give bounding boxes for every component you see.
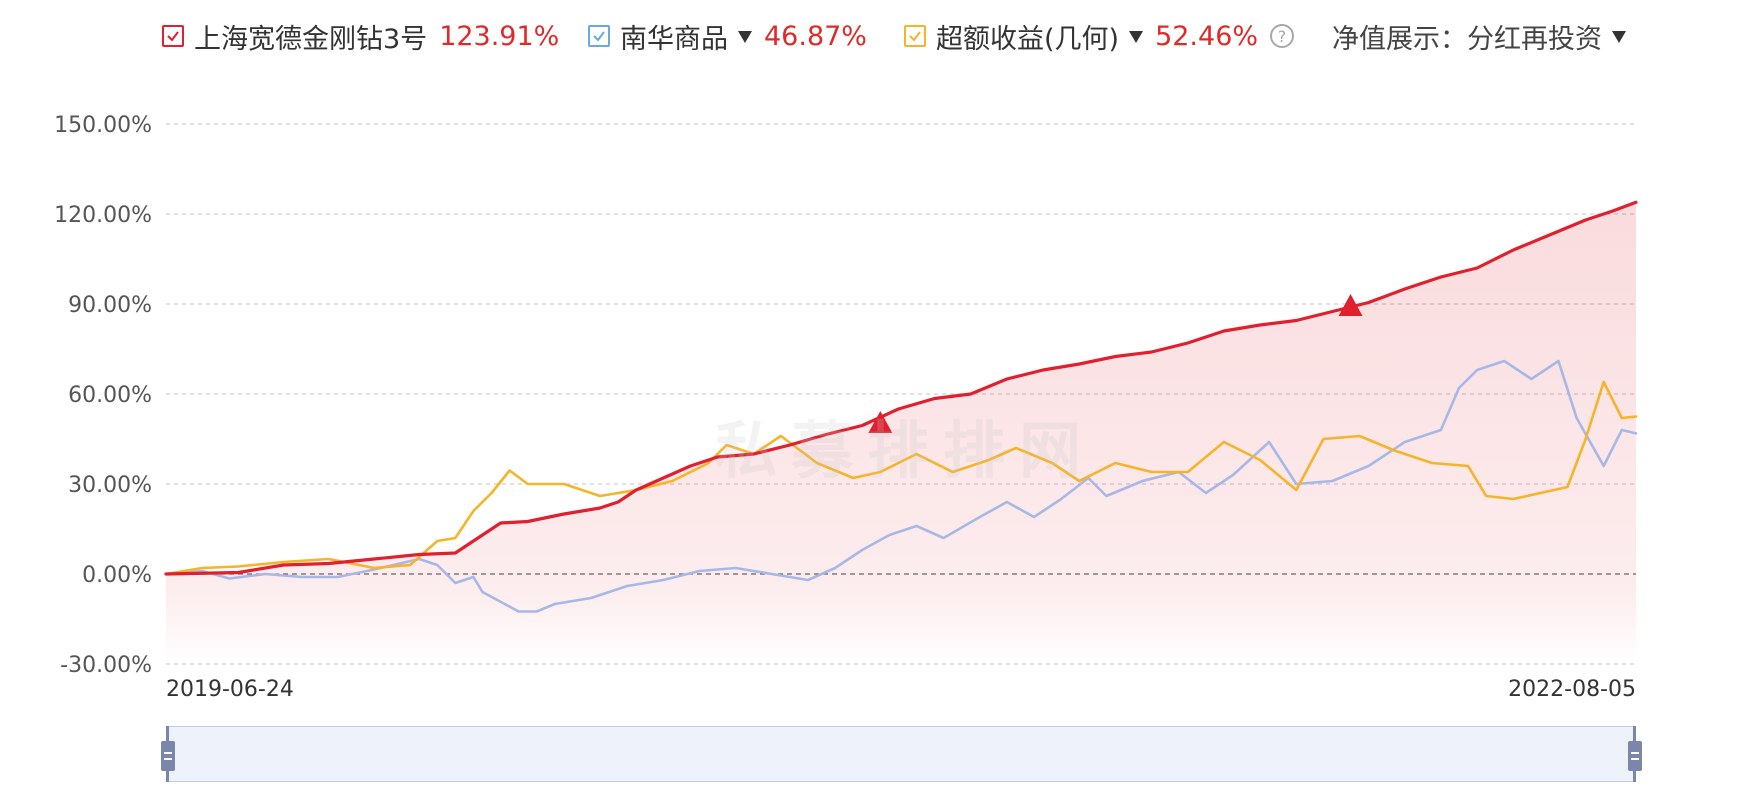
series-lines [164, 200, 1638, 613]
legend-series-name: 超额收益(几何) [936, 23, 1120, 55]
legend: 上海宽德金刚钻3号 123.91% 南华商品 46.87% 超额收益(几何) 5… [0, 14, 1753, 58]
y-tick-label: 90.00% [68, 293, 152, 318]
legend-series-return: 46.87% [764, 20, 867, 52]
legend-series-name: 上海宽德金刚钻3号 [194, 23, 428, 55]
marker-triangle [868, 411, 893, 433]
checkbox-icon[interactable] [904, 25, 926, 47]
marker-triangle [1338, 294, 1363, 316]
series-line [164, 359, 1638, 613]
y-tick-label: -30.00% [60, 653, 152, 678]
y-tick-label: 0.00% [82, 563, 152, 588]
x-axis: 2019-06-24 2022-08-05 [166, 677, 1636, 702]
dropdown-caret-icon[interactable] [1612, 31, 1626, 43]
y-tick-label: 30.00% [68, 473, 152, 498]
nav-display-selector[interactable]: 净值展示： 分红再投资 [1332, 14, 1626, 58]
legend-item-fund[interactable]: 上海宽德金刚钻3号 123.91% [162, 14, 559, 58]
series-line [164, 200, 1638, 576]
dropdown-caret-icon[interactable] [1129, 31, 1144, 43]
x-tick-label: 2019-06-24 [166, 677, 294, 702]
y-tick-label: 150.00% [54, 113, 152, 138]
nav-display-label: 净值展示： [1332, 23, 1467, 55]
range-slider-start-handle[interactable] [161, 741, 175, 771]
nav-display-value: 分红再投资 [1467, 23, 1602, 55]
x-tick-label: 2022-08-05 [1508, 677, 1636, 702]
legend-item-excess[interactable]: 超额收益(几何) 52.46% ? [904, 14, 1295, 58]
legend-series-return: 123.91% [439, 20, 560, 52]
y-tick-label: 120.00% [54, 203, 152, 228]
series-line [164, 380, 1638, 576]
range-slider-end-handle[interactable] [1628, 741, 1642, 771]
legend-series-name: 南华商品 [620, 23, 728, 55]
checkbox-icon[interactable] [162, 25, 184, 47]
range-slider[interactable] [166, 726, 1636, 782]
y-tick-label: 60.00% [68, 383, 152, 408]
y-axis: 150.00% 120.00% 90.00% 60.00% 30.00% 0.00% -30… [54, 113, 152, 678]
markers [868, 294, 1363, 433]
legend-item-index[interactable]: 南华商品 46.87% [588, 14, 867, 58]
checkbox-icon[interactable] [588, 25, 610, 47]
series-area [166, 202, 1636, 665]
question-circle-icon[interactable]: ? [1270, 24, 1295, 48]
dropdown-caret-icon[interactable] [738, 31, 752, 43]
legend-series-return: 52.46% [1155, 20, 1259, 52]
area-layer [166, 202, 1636, 665]
